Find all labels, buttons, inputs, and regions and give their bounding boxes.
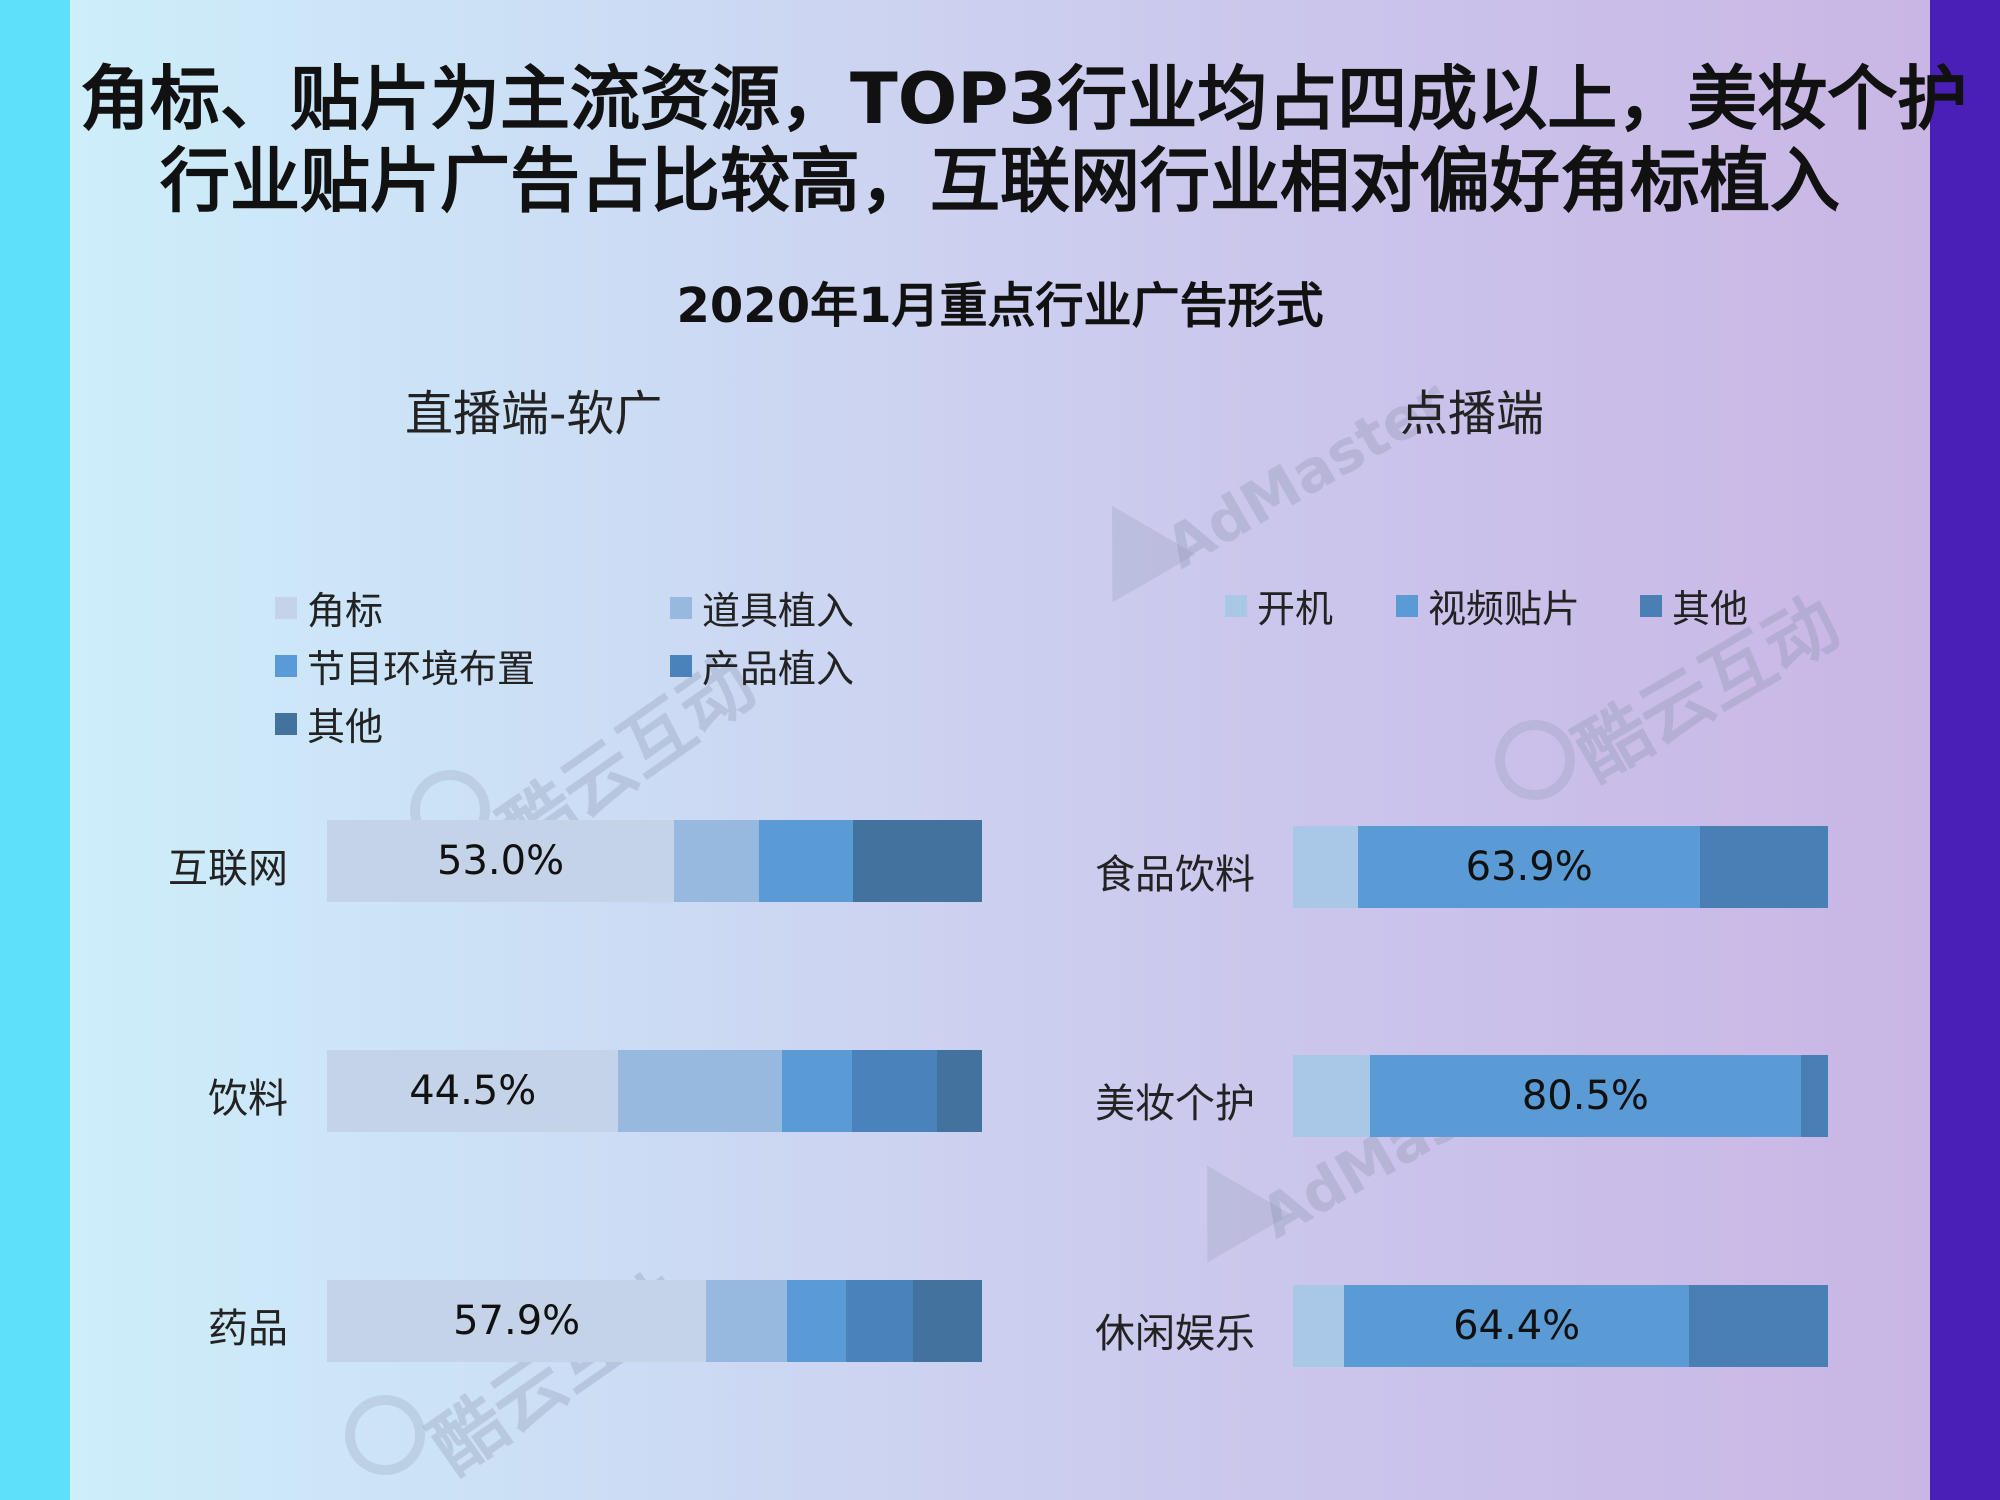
- vod-bar-segment: [1293, 1055, 1371, 1137]
- live-legend-swatch: [275, 654, 297, 677]
- vod-stacked-bar: 80.5%: [1293, 1055, 1828, 1137]
- live-bar-segment: [618, 1050, 783, 1132]
- headline-line-2: 行业贴片广告占比较高，互联网行业相对偏好角标植入: [160, 140, 1840, 222]
- live-data-label: 44.5%: [409, 1068, 537, 1114]
- live-legend-label: 其他: [307, 705, 384, 749]
- vod-legend-item: 视频贴片: [1396, 578, 1580, 633]
- live-bar-segment: [759, 820, 853, 902]
- vod-bar-segment: 64.4%: [1344, 1285, 1689, 1367]
- live-bar-segment: [845, 1280, 913, 1362]
- live-bar-segment: [787, 1280, 846, 1362]
- vod-bar-segment: 80.5%: [1370, 1055, 1801, 1137]
- live-legend-swatch: [275, 712, 297, 735]
- live-legend-item: 道具植入: [670, 580, 854, 635]
- vod-stacked-bar: 63.9%: [1293, 826, 1828, 908]
- vod-legend-label: 开机: [1257, 587, 1334, 631]
- live-bar-segment: [936, 1050, 982, 1132]
- vod-stacked-bar: 64.4%: [1293, 1285, 1828, 1367]
- live-bar-segment: 57.9%: [327, 1280, 707, 1362]
- slide-panel: [70, 0, 1930, 1500]
- live-stacked-bar: 57.9%: [327, 1280, 982, 1362]
- vod-bar-segment: [1800, 1055, 1828, 1137]
- live-legend-item: 角标: [275, 580, 383, 635]
- live-stacked-bar: 53.0%: [327, 820, 982, 902]
- live-chart-subtitle: 直播端-软广: [405, 386, 663, 442]
- live-legend-label: 道具植入: [702, 589, 855, 633]
- live-legend-swatch: [275, 596, 297, 619]
- headline-line-1: 角标、贴片为主流资源，TOP3行业均占四成以上，美妆个护: [80, 58, 1968, 140]
- live-legend-label: 角标: [307, 589, 384, 633]
- live-legend-item: 其他: [275, 696, 383, 751]
- live-legend-swatch: [670, 654, 692, 677]
- live-bar-segment: [852, 820, 982, 902]
- live-category-label: 药品: [208, 1306, 288, 1352]
- vod-legend-swatch: [1396, 594, 1418, 617]
- right-accent-strip: [1930, 0, 2000, 1500]
- vod-category-label: 休闲娱乐: [1095, 1311, 1255, 1357]
- live-stacked-bar: 44.5%: [327, 1050, 982, 1132]
- vod-category-label: 食品饮料: [1095, 852, 1255, 898]
- vod-legend-swatch: [1225, 594, 1247, 617]
- vod-legend-swatch: [1640, 594, 1662, 617]
- vod-bar-segment: [1688, 1285, 1828, 1367]
- vod-data-label: 64.4%: [1453, 1303, 1581, 1349]
- vod-data-label: 63.9%: [1465, 844, 1593, 890]
- vod-data-label: 80.5%: [1521, 1073, 1649, 1119]
- vod-legend-item: 开机: [1225, 578, 1333, 633]
- slide-headline: 角标、贴片为主流资源，TOP3行业均占四成以上，美妆个护 行业贴片广告占比较高，…: [80, 58, 1968, 222]
- vod-legend-item: 其他: [1640, 578, 1748, 633]
- live-bar-segment: [674, 820, 760, 902]
- live-bar-segment: [852, 1050, 937, 1132]
- vod-bar-segment: [1293, 1285, 1345, 1367]
- live-category-label: 互联网: [168, 846, 288, 892]
- live-legend-item: 产品植入: [670, 638, 854, 693]
- vod-legend-label: 视频贴片: [1428, 587, 1581, 631]
- live-data-label: 53.0%: [437, 838, 565, 884]
- live-legend-label: 节目环境布置: [307, 647, 536, 691]
- vod-category-label: 美妆个护: [1095, 1081, 1255, 1127]
- vod-bar-segment: 63.9%: [1358, 826, 1701, 908]
- live-legend-label: 产品植入: [702, 647, 855, 691]
- live-bar-segment: 53.0%: [327, 820, 675, 902]
- chart-title: 2020年1月重点行业广告形式: [676, 278, 1324, 334]
- vod-chart-subtitle: 点播端: [1400, 386, 1545, 442]
- left-accent-strip: [0, 0, 70, 1500]
- live-category-label: 饮料: [208, 1076, 288, 1122]
- vod-bar-segment: [1700, 826, 1828, 908]
- vod-legend-label: 其他: [1672, 587, 1749, 631]
- live-bar-segment: [912, 1280, 982, 1362]
- live-legend-swatch: [670, 596, 692, 619]
- live-data-label: 57.9%: [453, 1298, 581, 1344]
- live-legend-item: 节目环境布置: [275, 638, 535, 693]
- live-bar-segment: [706, 1280, 788, 1362]
- vod-bar-segment: [1293, 826, 1359, 908]
- live-bar-segment: [782, 1050, 853, 1132]
- live-bar-segment: 44.5%: [327, 1050, 619, 1132]
